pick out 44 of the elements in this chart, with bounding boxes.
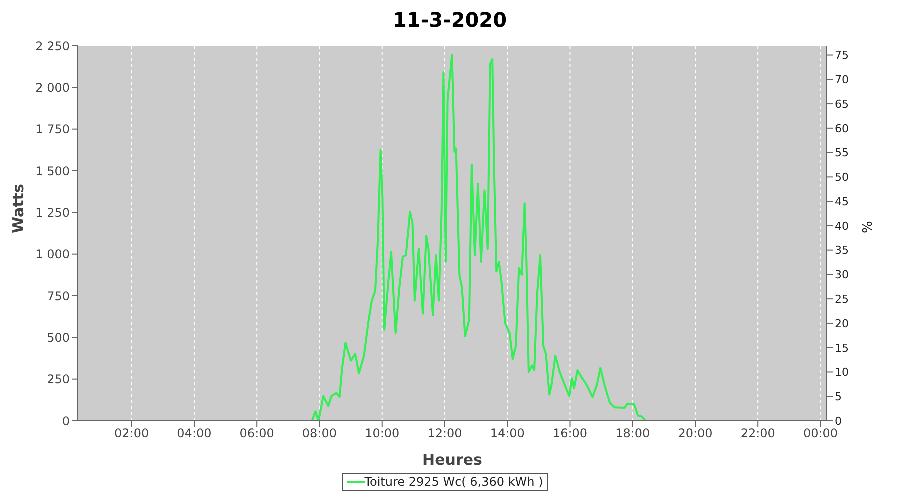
y-tick-label: 750 bbox=[47, 289, 70, 304]
y2-tick-label: 60 bbox=[835, 122, 849, 136]
y-tick-label: 1 250 bbox=[36, 206, 70, 220]
y2-tick-label: 45 bbox=[835, 195, 849, 208]
x-tick-label: 16:00 bbox=[552, 426, 588, 441]
y2-tick-label: 15 bbox=[835, 342, 849, 355]
y2-tick-label: 50 bbox=[835, 171, 849, 184]
y-tick-label: 1 750 bbox=[36, 122, 70, 137]
y2-tick-label: 65 bbox=[835, 98, 849, 111]
x-tick-label: 02:00 bbox=[114, 426, 150, 441]
y2-tick-label: 0 bbox=[835, 414, 842, 428]
y-tick-label: 2 250 bbox=[36, 39, 70, 54]
y-tick-label: 0 bbox=[62, 414, 70, 428]
x-tick-label: 18:00 bbox=[616, 426, 650, 441]
x-axis-title: Heures bbox=[422, 451, 483, 469]
x-tick-label: 10:00 bbox=[365, 426, 400, 441]
y2-tick-label: 55 bbox=[835, 146, 849, 160]
x-tick-label: 14:00 bbox=[490, 426, 525, 441]
y2-tick-label: 25 bbox=[835, 292, 849, 306]
y2-tick-label: 40 bbox=[835, 220, 849, 233]
x-tick-label: 20:00 bbox=[678, 426, 713, 441]
y2-tick-label: 20 bbox=[835, 317, 849, 330]
y2-axis-title: % bbox=[858, 221, 874, 234]
x-tick-label: 08:00 bbox=[302, 426, 338, 441]
y2-tick-label: 35 bbox=[835, 244, 849, 258]
x-tick-label: 04:00 bbox=[177, 426, 212, 441]
legend-label: Toiture 2925 Wc( 6,360 kWh ) bbox=[364, 475, 544, 489]
line-series bbox=[92, 54, 815, 421]
y-tick-label: 250 bbox=[47, 372, 70, 387]
y2-tick-label: 70 bbox=[835, 74, 849, 87]
y2-tick-label: 5 bbox=[835, 390, 842, 404]
chart-title: 11-3-2020 bbox=[392, 8, 508, 34]
y2-tick-label: 10 bbox=[835, 366, 849, 380]
x-tick-label: 00:00 bbox=[803, 426, 838, 441]
y-tick-label: 500 bbox=[47, 330, 70, 345]
y-tick-label: 1 000 bbox=[36, 248, 70, 262]
y-axis-title: Watts bbox=[9, 184, 28, 234]
y-tick-label: 2 000 bbox=[36, 80, 70, 95]
x-tick-label: 12:00 bbox=[428, 426, 462, 441]
x-tick-label: 06:00 bbox=[240, 426, 274, 441]
y2-tick-label: 75 bbox=[835, 49, 849, 62]
y2-tick-label: 30 bbox=[835, 268, 849, 282]
x-tick-label: 22:00 bbox=[740, 426, 776, 441]
y-tick-label: 1 500 bbox=[36, 164, 70, 178]
